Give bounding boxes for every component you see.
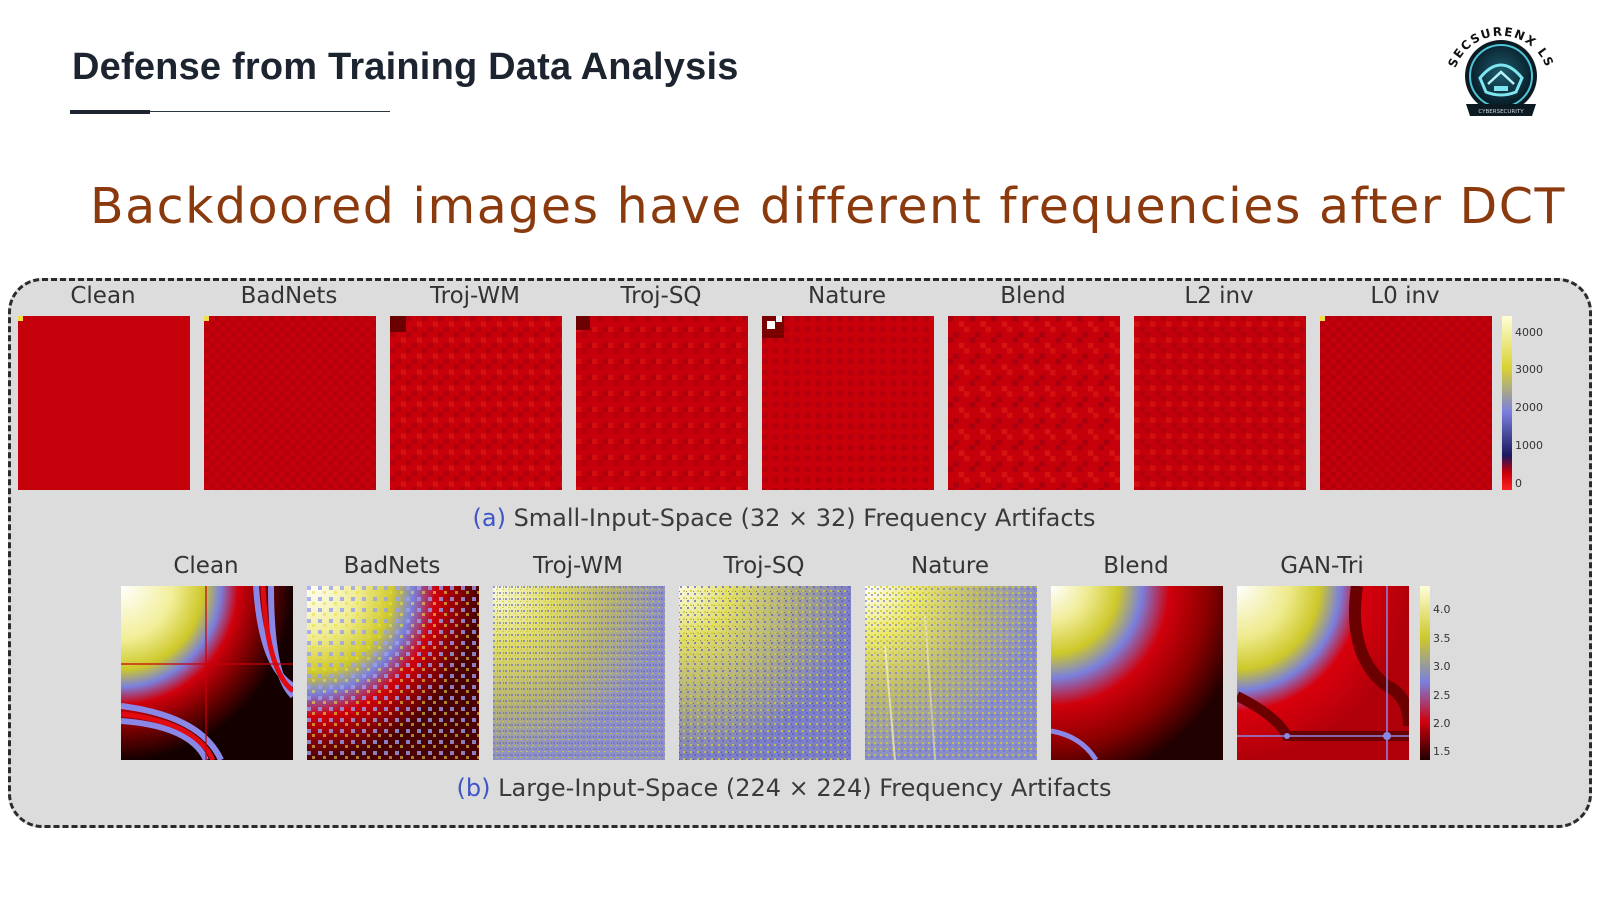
dct-map-large-blend [1051,586,1223,760]
row-a-label: Troj-SQ [620,283,702,309]
dct-map-small-nature [762,316,934,490]
caption-large-input: (b) Large-Input-Space (224 × 224) Freque… [0,774,1568,802]
colorbar-large-tick: 3.0 [1433,660,1451,673]
colorbar-small-tick: 0 [1515,477,1522,490]
colorbar-small-tick: 2000 [1515,401,1543,414]
row-a-label: BadNets [240,283,338,309]
colorbar-small-tick: 3000 [1515,363,1543,376]
colorbar-small-tick: 1000 [1515,439,1543,452]
row-b-label: Blend [1103,553,1169,579]
dct-map-small-l2-inv [1134,316,1306,490]
svg-text:CYBERSECURITY: CYBERSECURITY [1478,109,1524,115]
dct-map-small-clean [18,316,190,490]
row-a-label: L0 inv [1370,283,1440,309]
row-b-label: Nature [911,553,989,579]
colorbar-large-tick: 3.5 [1433,632,1451,645]
caption-tag: (b) [456,774,491,802]
dct-map-large-badnets [307,586,479,760]
dct-map-large-troj-sq [679,586,851,760]
dct-map-small-l0-inv [1320,316,1492,490]
row-a-label: Clean [70,283,136,309]
dct-map-large-troj-wm [493,586,665,760]
colorbar-large-tick: 4.0 [1433,603,1451,616]
dct-map-small-troj-sq [576,316,748,490]
dct-map-small-badnets [204,316,376,490]
row-b-label: Troj-WM [532,553,624,579]
row-a-label: Blend [1000,283,1066,309]
row-b-label: Troj-SQ [723,553,805,579]
slide-headline: Backdoored images have different frequen… [90,178,1566,235]
caption-small-input: (a) Small-Input-Space (32 × 32) Frequenc… [0,504,1568,532]
secsurenx-logo: SECSURENX LS CYBERSECURITY [1445,25,1555,116]
slide-title: Defense from Training Data Analysis [72,46,739,88]
dct-map-large-gan-tri [1237,586,1409,760]
colorbar-large-tick: 1.5 [1433,745,1451,758]
colorbar-large-tick: 2.5 [1433,689,1451,702]
dct-map-large-clean [121,586,293,760]
caption-tag: (a) [472,504,506,532]
row-b-label: BadNets [343,553,441,579]
row-b-label: Clean [173,553,239,579]
dct-map-large-nature [865,586,1037,760]
row-b-label: GAN-Tri [1280,553,1364,579]
row-a-label: L2 inv [1184,283,1254,309]
title-underline [70,111,390,112]
caption-text: Small-Input-Space (32 × 32) Frequency Ar… [505,504,1096,532]
colorbar-small-tick: 4000 [1515,326,1543,339]
colorbar-small [1502,316,1512,490]
title-underline-accent [70,110,150,114]
dct-map-small-blend [948,316,1120,490]
colorbar-large [1420,586,1430,760]
row-a-label: Nature [808,283,886,309]
dct-map-small-troj-wm [390,316,562,490]
row-a-label: Troj-WM [429,283,521,309]
caption-text: Large-Input-Space (224 × 224) Frequency … [490,774,1112,802]
colorbar-large-tick: 2.0 [1433,717,1451,730]
